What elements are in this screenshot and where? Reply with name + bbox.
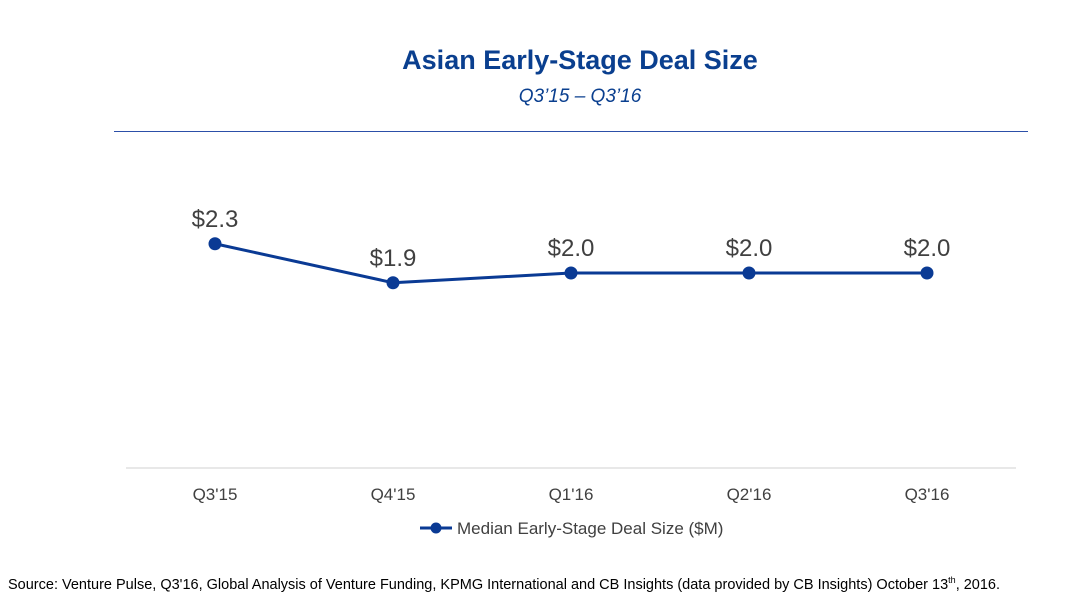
data-label: $1.9	[370, 245, 417, 272]
data-point	[742, 266, 756, 280]
data-point	[386, 276, 400, 290]
data-point	[564, 266, 578, 280]
data-point	[208, 237, 222, 251]
legend-label: Median Early-Stage Deal Size ($M)	[457, 519, 723, 538]
data-label: $2.0	[726, 235, 773, 262]
x-tick-label: Q3'16	[905, 485, 950, 504]
x-tick-label: Q3'15	[193, 485, 238, 504]
x-tick-label: Q2'16	[727, 485, 772, 504]
source-suffix: , 2016.	[955, 576, 1001, 593]
title-divider	[114, 131, 1028, 132]
source-text: Source: Venture Pulse, Q3'16, Global Ana…	[8, 576, 949, 593]
x-tick-label: Q4'15	[371, 485, 416, 504]
chart-subtitle: Q3’15 – Q3’16	[518, 86, 642, 107]
data-point	[920, 266, 934, 280]
data-label: $2.0	[548, 235, 595, 262]
chart-title: Asian Early-Stage Deal Size	[402, 45, 758, 75]
legend-marker	[430, 522, 442, 534]
source-note: Source: Venture Pulse, Q3'16, Global Ana…	[8, 575, 1000, 593]
line-chart: Q3'15 Q4'15 Q1'16 Q2'16 Q3'16 $2.3 $1.9 $2.0 $2.…	[126, 206, 1016, 538]
x-tick-label: Q1'16	[549, 485, 594, 504]
data-label: $2.0	[904, 235, 951, 262]
source-superscript: th	[948, 575, 956, 585]
data-label: $2.3	[192, 206, 239, 233]
